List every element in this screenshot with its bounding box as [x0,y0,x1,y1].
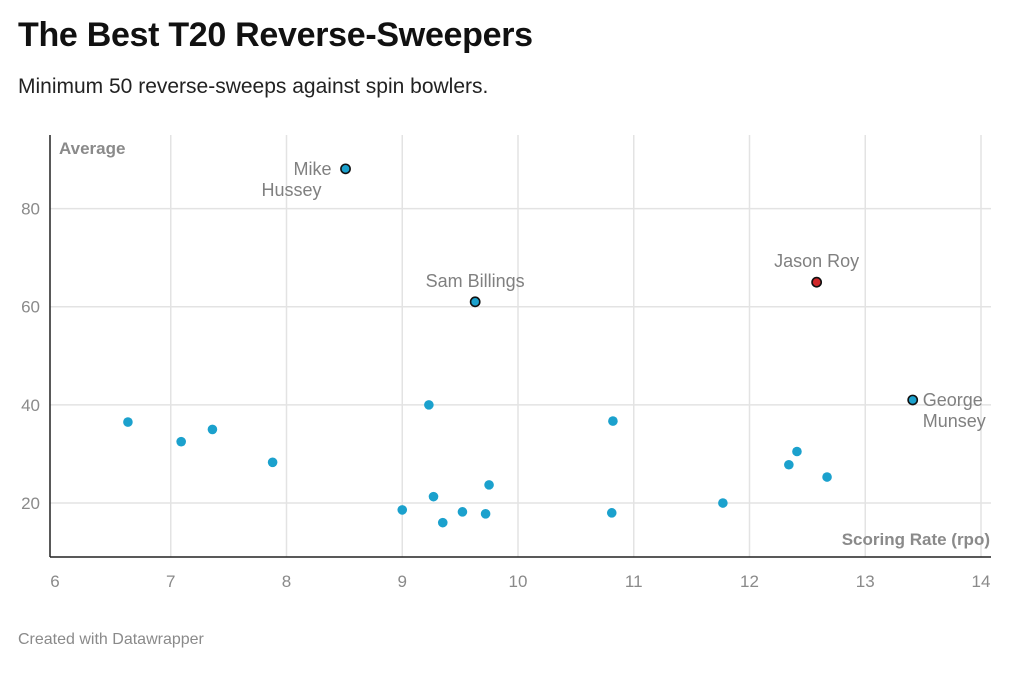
labeled-data-point [907,394,919,406]
point-label-line: Hussey [262,180,322,200]
point-label-line: Sam Billings [426,271,525,291]
x-axis-title: Scoring Rate (rpo) [842,530,990,549]
y-tick-label: 60 [21,298,40,317]
x-tick-label: 8 [282,572,291,591]
data-point [606,508,617,518]
x-tick-label: 13 [856,572,875,591]
data-point [484,480,494,490]
point-label: Jason Roy [774,251,859,271]
y-tick-label: 80 [21,200,40,219]
data-point [784,459,794,470]
x-tick-label: 14 [972,572,991,591]
data-point [424,400,434,410]
point-label-line: George [923,390,983,410]
y-tick-label: 40 [21,396,40,415]
y-tick-labels: 20 40 60 80 [21,200,40,513]
data-point [267,457,278,468]
data-point [457,507,468,517]
data-point [207,424,218,435]
labeled-data-point [340,163,351,175]
data-point [176,436,186,447]
data-point [792,446,802,457]
x-tick-label: 10 [509,572,528,591]
x-tick-labels: 6 7 8 9 10 11 12 13 14 [50,572,990,591]
chart-title: The Best T20 Reverse-Sweepers [18,16,533,54]
data-points [123,163,919,528]
point-label: Sam Billings [426,271,525,291]
x-tick-label: 6 [50,572,59,591]
x-tick-label: 7 [166,572,175,591]
chart-subtitle: Minimum 50 reverse-sweeps against spin b… [18,75,489,98]
labeled-data-point [469,296,481,308]
grid-lines [50,135,991,557]
labeled-data-point [811,276,823,288]
point-label-line: Munsey [923,411,986,431]
data-point [397,505,408,515]
point-label-line: Mike [294,159,332,179]
data-point [608,416,618,426]
data-point [822,472,832,482]
data-point [718,498,728,508]
point-labels: Mike Hussey Sam Billings Jason Roy George Mun… [262,159,986,431]
footer-credit: Created with Datawrapper [18,631,204,648]
x-tick-label: 11 [625,572,643,591]
data-point [123,417,133,427]
y-tick-label: 20 [21,494,40,513]
data-point [428,491,439,502]
point-label-line: Jason Roy [774,251,859,271]
x-tick-label: 9 [398,572,407,591]
data-point [480,509,491,519]
data-point [437,517,448,528]
x-tick-label: 12 [740,572,759,591]
y-axis-title: Average [59,139,125,158]
point-label: George Munsey [923,390,986,431]
point-label: Mike Hussey [262,159,332,200]
